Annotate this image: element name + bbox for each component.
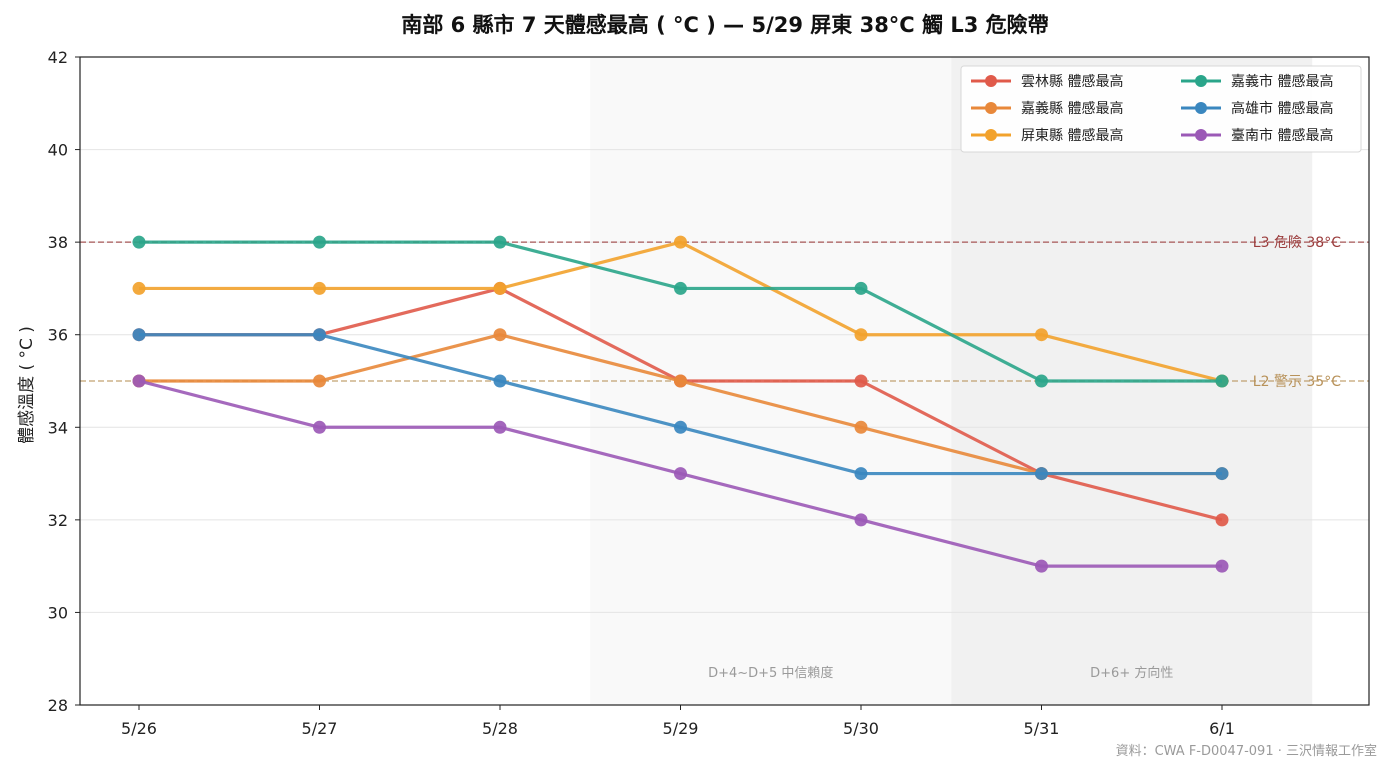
y-tick-label-28: 28 — [48, 696, 68, 715]
series-3-point-4 — [854, 281, 868, 295]
legend-box — [960, 65, 1362, 153]
series-4-point-3 — [674, 420, 687, 434]
y-axis-label: 體感溫度 ( °C ) — [17, 326, 37, 444]
legend-label-3: 嘉義市 體感最高 — [1231, 73, 1333, 90]
series-4-point-4 — [854, 467, 868, 481]
band-label-0: D+4~D+5 中信賴度 — [708, 665, 833, 681]
series-4-point-0 — [132, 328, 146, 342]
x-axis-ticks: 5/26 5/27 5/28 5/29 5/30 5/31 6/1 — [121, 705, 1235, 738]
series-5-point-6 — [1215, 559, 1229, 573]
series-1-point-3 — [674, 374, 687, 388]
series-5-point-4 — [854, 513, 868, 527]
y-tick-label-32: 32 — [48, 511, 68, 530]
y-tick-label-34: 34 — [48, 418, 68, 437]
series-4-point-5 — [1035, 467, 1048, 481]
series-5-point-3 — [674, 467, 687, 481]
series-2-point-5 — [1035, 328, 1048, 342]
series-3-point-2 — [493, 235, 507, 249]
legend-marker-3 — [1195, 75, 1207, 87]
series-2-point-3 — [674, 235, 687, 249]
legend-marker-0 — [985, 75, 997, 87]
legend-marker-4 — [1195, 102, 1207, 114]
series-0-point-4 — [854, 374, 868, 388]
series-5-point-5 — [1035, 559, 1048, 573]
x-tick-label-6: 6/1 — [1209, 719, 1235, 738]
series-lines — [132, 235, 1229, 573]
series-1-point-1 — [313, 374, 326, 388]
x-tick-label-4: 5/30 — [843, 719, 879, 738]
legend-marker-1 — [985, 102, 997, 114]
plot-frame — [79, 56, 1370, 706]
band-label-1: D+6+ 方向性 — [1090, 665, 1173, 681]
series-3-point-3 — [674, 281, 687, 295]
legend-marker-5 — [1195, 129, 1207, 141]
legend-marker-2 — [985, 129, 997, 141]
legend-label-1: 嘉義縣 體感最高 — [1021, 100, 1123, 117]
series-4-point-6 — [1215, 467, 1229, 481]
legend-label-5: 臺南市 體感最高 — [1231, 127, 1333, 144]
legend-label-0: 雲林縣 體感最高 — [1021, 73, 1123, 90]
legend-label-2: 屏東縣 體感最高 — [1021, 127, 1123, 144]
source-note: 資料：CWA F-D0047-091 · 三沢情報工作室 — [1116, 743, 1377, 759]
series-5-point-2 — [493, 420, 507, 434]
legend-label-4: 高雄市 體感最高 — [1231, 100, 1333, 117]
x-tick-label-2: 5/28 — [482, 719, 518, 738]
series-2-point-4 — [854, 328, 868, 342]
y-tick-label-40: 40 — [48, 141, 68, 160]
series-4-point-1 — [313, 328, 326, 342]
series-5-point-1 — [313, 420, 326, 434]
x-tick-label-0: 5/26 — [121, 719, 157, 738]
y-tick-label-42: 42 — [48, 48, 68, 67]
series-0-point-6 — [1215, 513, 1229, 527]
x-tick-label-5: 5/31 — [1024, 719, 1060, 738]
ref-label-0: L3 危險 38°C — [1253, 235, 1341, 251]
series-2-point-2 — [493, 281, 507, 295]
series-2-point-0 — [132, 281, 146, 295]
y-tick-label-36: 36 — [48, 326, 68, 345]
x-tick-label-3: 5/29 — [663, 719, 699, 738]
y-axis-ticks: 28 30 32 34 36 38 40 42 — [48, 48, 80, 715]
x-tick-label-1: 5/27 — [302, 719, 338, 738]
series-3-point-0 — [132, 235, 146, 249]
y-tick-label-38: 38 — [48, 233, 68, 252]
series-3-point-6 — [1215, 374, 1229, 388]
ref-label-1: L2 警示 35°C — [1253, 374, 1341, 390]
y-tick-label-30: 30 — [48, 603, 68, 622]
series-3-point-1 — [313, 235, 326, 249]
series-1-point-4 — [854, 420, 868, 434]
series-2-point-1 — [313, 281, 326, 295]
series-4-point-2 — [493, 374, 507, 388]
series-1-point-2 — [493, 328, 507, 342]
series-5-point-0 — [132, 374, 146, 388]
series-3-point-5 — [1035, 374, 1048, 388]
chart-title: 南部 6 縣市 7 天體感最高 ( °C ) — 5/29 屏東 38°C 觸 … — [401, 13, 1048, 37]
